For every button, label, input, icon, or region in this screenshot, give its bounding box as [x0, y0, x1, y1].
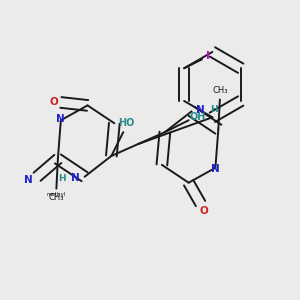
Text: H: H [58, 174, 66, 183]
Text: N: N [71, 173, 80, 183]
Text: O: O [199, 206, 208, 216]
Text: N: N [24, 175, 32, 185]
Text: methyl: methyl [47, 192, 66, 197]
Text: N: N [211, 164, 220, 174]
Text: CH₃: CH₃ [49, 193, 64, 202]
Text: H: H [210, 105, 218, 114]
Text: N: N [56, 114, 65, 124]
Text: O: O [49, 98, 58, 107]
Text: CH₃: CH₃ [212, 86, 228, 95]
Text: HO: HO [118, 118, 134, 128]
Text: N: N [196, 105, 205, 115]
Text: I: I [206, 51, 210, 62]
Text: OH: OH [189, 112, 206, 122]
